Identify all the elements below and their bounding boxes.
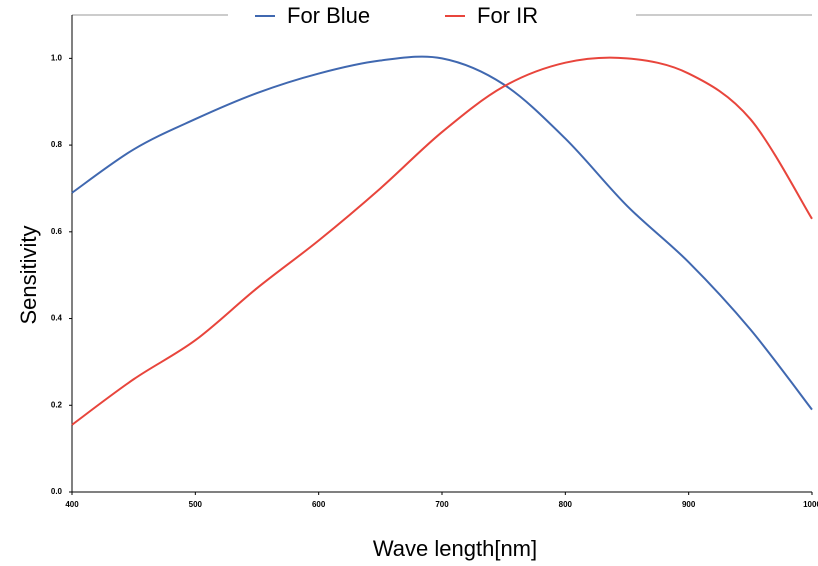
x-tick-label: 900	[682, 500, 696, 509]
y-tick-label: 1.0	[51, 53, 63, 62]
x-tick-label: 600	[312, 500, 326, 509]
x-axis-label: Wave length[nm]	[373, 536, 537, 561]
legend-label: For IR	[477, 3, 538, 28]
y-tick-label: 0.4	[51, 314, 63, 323]
y-tick-label: 0.0	[51, 487, 63, 496]
legend-box	[228, 0, 636, 32]
legend-label: For Blue	[287, 3, 370, 28]
x-tick-label: 800	[559, 500, 573, 509]
y-axis-label: Sensitivity	[16, 225, 41, 324]
x-tick-label: 700	[435, 500, 449, 509]
y-tick-label: 0.8	[51, 140, 63, 149]
x-tick-label: 400	[65, 500, 79, 509]
series-line	[71, 56, 813, 426]
y-tick-label: 0.2	[51, 400, 63, 409]
x-tick-label: 1000	[803, 500, 818, 509]
y-tick-label: 0.6	[51, 227, 63, 236]
x-tick-label: 500	[189, 500, 203, 509]
legend: For Blue For IR	[228, 0, 636, 32]
series-line	[71, 55, 813, 411]
